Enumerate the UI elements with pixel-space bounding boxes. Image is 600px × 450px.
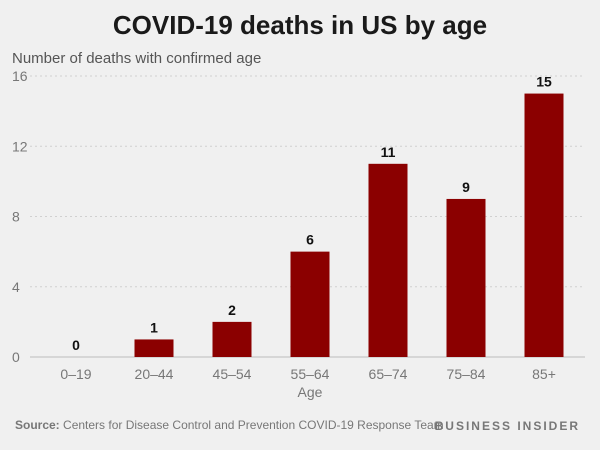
bar bbox=[524, 93, 564, 357]
y-tick-label: 16 bbox=[12, 68, 28, 84]
data-label: 6 bbox=[306, 232, 314, 248]
bar bbox=[446, 198, 486, 357]
bar bbox=[290, 251, 330, 357]
data-label: 9 bbox=[462, 179, 470, 195]
x-tick-label: 75–84 bbox=[447, 366, 486, 382]
y-tick-label: 8 bbox=[12, 209, 20, 225]
bar bbox=[212, 321, 252, 357]
y-tick-label: 0 bbox=[12, 349, 20, 365]
data-label: 0 bbox=[72, 337, 80, 353]
data-label: 11 bbox=[381, 144, 396, 160]
x-tick-label: 55–64 bbox=[291, 366, 330, 382]
data-label: 2 bbox=[228, 302, 236, 318]
source-label: Source: bbox=[15, 418, 60, 432]
data-label: 1 bbox=[150, 319, 158, 335]
bar bbox=[368, 163, 408, 357]
x-tick-label: 85+ bbox=[532, 366, 556, 382]
y-tick-label: 4 bbox=[12, 279, 20, 295]
source-text: Centers for Disease Control and Preventi… bbox=[63, 418, 444, 432]
y-tick-label: 12 bbox=[12, 138, 28, 154]
source-note: Source: Centers for Disease Control and … bbox=[15, 418, 585, 432]
x-tick-label: 0–19 bbox=[60, 366, 91, 382]
x-tick-label: 45–54 bbox=[213, 366, 252, 382]
brand-logo: BUSINESS INSIDER bbox=[434, 419, 580, 433]
chart-title: COVID-19 deaths in US by age bbox=[112, 10, 488, 40]
x-axis-label: Age bbox=[298, 384, 323, 400]
y-axis-label: Number of deaths with confirmed age bbox=[12, 50, 261, 67]
bar bbox=[134, 339, 174, 357]
x-tick-label: 65–74 bbox=[369, 366, 408, 382]
data-label: 15 bbox=[536, 74, 552, 90]
x-tick-label: 20–44 bbox=[135, 366, 174, 382]
